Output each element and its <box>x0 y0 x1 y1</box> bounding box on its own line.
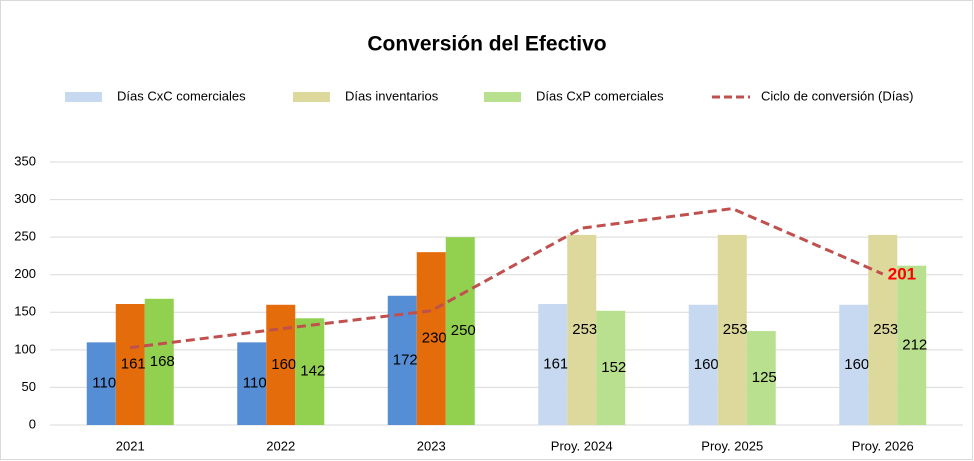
y-tick-label: 250 <box>14 229 36 244</box>
bar-value-label: 160 <box>694 356 719 373</box>
legend-swatch <box>484 92 521 102</box>
bar-value-label: 168 <box>150 353 175 370</box>
bar <box>115 304 145 425</box>
bar-value-label: 142 <box>300 363 325 380</box>
bar <box>86 342 116 425</box>
bar-value-label: 250 <box>451 322 476 339</box>
legend-swatch <box>65 92 102 102</box>
bar <box>688 304 718 425</box>
bar-value-label: 253 <box>572 321 597 338</box>
legend-label: Días inventarios <box>345 88 439 103</box>
bar-value-label: 253 <box>723 321 748 338</box>
bar-value-label: 110 <box>243 375 267 392</box>
legend-label: Días CxC comerciales <box>117 88 246 103</box>
bar-value-label: 212 <box>902 336 927 353</box>
bar <box>567 234 597 425</box>
bar-value-label: 125 <box>752 369 777 386</box>
legend-label: Ciclo de conversión (Días) <box>761 88 913 103</box>
bar-value-label: 230 <box>422 330 447 347</box>
y-tick-label: 100 <box>14 341 36 356</box>
y-tick-label: 300 <box>14 191 36 206</box>
line-series <box>130 207 884 350</box>
bar <box>295 318 325 425</box>
legend-label: Días CxP comerciales <box>536 88 664 103</box>
y-tick-label: 350 <box>14 153 36 168</box>
bar <box>144 298 174 425</box>
x-tick-label: Proy. 2025 <box>701 438 763 453</box>
bar-value-label: 110 <box>92 375 116 392</box>
bar-value-label: 161 <box>121 355 146 372</box>
line-value-label: 201 <box>888 264 916 283</box>
x-tick-label: Proy. 2026 <box>852 438 914 453</box>
bar-value-label: 161 <box>543 355 568 372</box>
y-tick-label: 50 <box>22 379 36 394</box>
y-tick-label: 0 <box>29 416 36 431</box>
y-tick-label: 200 <box>14 266 36 281</box>
bar <box>266 304 296 425</box>
bar <box>538 304 568 425</box>
bar-value-label: 172 <box>393 351 418 368</box>
bar <box>237 342 267 425</box>
bar-value-label: 253 <box>873 321 898 338</box>
bar <box>596 310 626 425</box>
bar <box>839 304 869 425</box>
bar-value-label: 152 <box>601 359 626 376</box>
y-tick-label: 150 <box>14 304 36 319</box>
bar <box>416 252 446 425</box>
bar <box>897 265 927 425</box>
x-tick-label: 2021 <box>116 438 145 453</box>
bar-value-label: 160 <box>844 356 869 373</box>
bar <box>868 234 898 425</box>
x-tick-label: Proy. 2024 <box>551 438 613 453</box>
bar <box>387 295 417 425</box>
x-tick-label: 2023 <box>417 438 446 453</box>
bar <box>746 331 776 425</box>
bar <box>717 234 747 425</box>
bar <box>445 237 475 425</box>
x-tick-label: 2022 <box>266 438 295 453</box>
legend-swatch <box>293 92 330 102</box>
bar-value-label: 160 <box>271 356 296 373</box>
chart-title: Conversión del Efectivo <box>367 33 606 56</box>
